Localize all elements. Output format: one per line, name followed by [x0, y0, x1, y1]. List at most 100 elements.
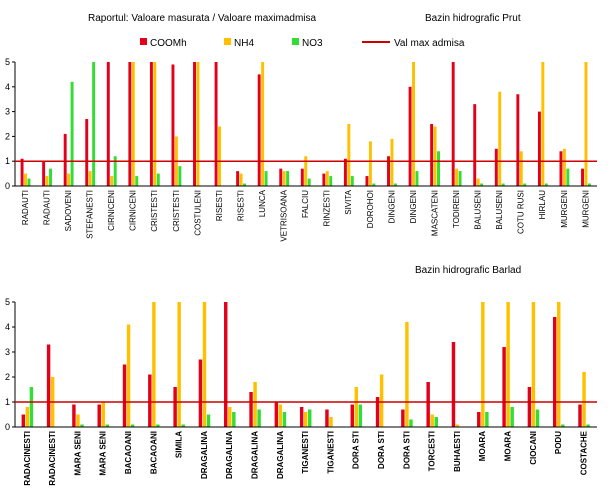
bar: [198, 359, 203, 427]
bar: [430, 124, 434, 186]
legend-swatch: [292, 38, 299, 45]
bar: [408, 86, 412, 186]
bar: [110, 176, 114, 186]
bar: [49, 168, 52, 186]
x-tick-label: PODU: [554, 431, 563, 454]
bar: [149, 62, 153, 186]
bar: [322, 173, 326, 186]
y-tick-label: 3: [5, 347, 10, 357]
bar: [379, 374, 384, 427]
chart-title: Bazin hidrografic Barlad: [415, 265, 521, 276]
x-tick-label: HIRLAU: [538, 190, 547, 220]
bar: [126, 324, 131, 427]
x-tick-label: TIGANESTI: [301, 431, 310, 474]
bar: [387, 156, 390, 186]
x-tick-label: RADAUTI: [21, 190, 30, 225]
x-tick-label: DRAGALINA: [200, 431, 209, 479]
x-tick-label: FALCIU: [301, 190, 310, 218]
y-tick-label: 2: [5, 372, 10, 382]
bar: [171, 64, 175, 186]
bar: [42, 161, 46, 186]
x-tick-label: DRAGALINA: [251, 431, 260, 479]
bar: [148, 374, 152, 427]
bar: [178, 166, 182, 186]
bar: [544, 183, 548, 186]
bar: [88, 171, 92, 186]
bar: [405, 322, 409, 427]
bar: [224, 302, 228, 427]
bar: [261, 62, 265, 186]
bar: [106, 62, 110, 186]
bar: [480, 183, 484, 186]
bar: [156, 424, 160, 427]
bar: [193, 62, 196, 186]
x-tick-label: BUHAESTI: [453, 431, 462, 472]
bar: [451, 342, 456, 427]
bar: [566, 168, 570, 186]
bar: [561, 424, 565, 427]
bar: [72, 404, 76, 427]
bar: [308, 409, 312, 427]
y-tick-label: 2: [5, 131, 10, 141]
bar: [173, 387, 177, 427]
x-tick-label: MURGENI: [560, 190, 569, 228]
x-tick-label: DRAGALINA: [225, 431, 234, 479]
x-tick-label: MASCATENI: [430, 190, 439, 236]
bar: [76, 414, 80, 427]
bar: [412, 62, 415, 186]
bar: [455, 168, 459, 186]
bar: [498, 91, 502, 186]
x-tick-label: BALUSENI: [474, 190, 483, 230]
bar: [559, 151, 563, 186]
bar: [541, 62, 545, 186]
x-tick-label: MOARA: [504, 431, 513, 461]
x-tick-label: DRAGALINA: [276, 431, 285, 479]
bar: [156, 173, 160, 186]
bar: [506, 302, 510, 427]
bar: [562, 148, 566, 186]
y-tick-label: 5: [5, 297, 10, 307]
bar: [20, 158, 24, 186]
x-tick-label: MOARA: [478, 431, 487, 461]
bar: [177, 302, 181, 427]
bar: [282, 412, 287, 427]
y-tick-label: 4: [5, 82, 10, 92]
bar: [279, 168, 283, 186]
bar: [236, 171, 240, 186]
bar: [584, 62, 588, 186]
bar: [257, 409, 261, 427]
legend-swatch: [224, 38, 231, 45]
bar: [153, 62, 157, 186]
bar: [70, 81, 74, 186]
bar: [214, 62, 218, 186]
bar: [282, 171, 286, 186]
bar: [516, 94, 520, 186]
bar: [586, 424, 590, 427]
x-tick-label: SIVITA: [344, 189, 353, 214]
bar: [206, 414, 211, 427]
x-tick-label: MARA SENI: [99, 431, 108, 476]
bar: [29, 387, 34, 427]
bar: [476, 178, 480, 186]
bar: [122, 364, 127, 427]
legend-swatch: [140, 38, 147, 45]
bar: [350, 176, 354, 186]
x-tick-label: BACAOANI: [124, 431, 133, 474]
bar: [587, 183, 591, 186]
bar: [131, 62, 135, 186]
bar: [430, 414, 434, 427]
bar: [433, 126, 437, 186]
bar: [527, 387, 532, 427]
bar: [578, 404, 582, 427]
x-tick-label: MURGENI: [581, 190, 590, 228]
bar: [434, 417, 438, 427]
x-tick-label: SADOVENI: [64, 190, 73, 231]
bar: [531, 302, 536, 427]
bar: [228, 407, 232, 427]
bar: [25, 407, 30, 427]
bar: [350, 404, 354, 427]
bar: [307, 178, 311, 186]
x-tick-label: VETRISOANA: [280, 189, 289, 241]
bar: [329, 417, 333, 427]
